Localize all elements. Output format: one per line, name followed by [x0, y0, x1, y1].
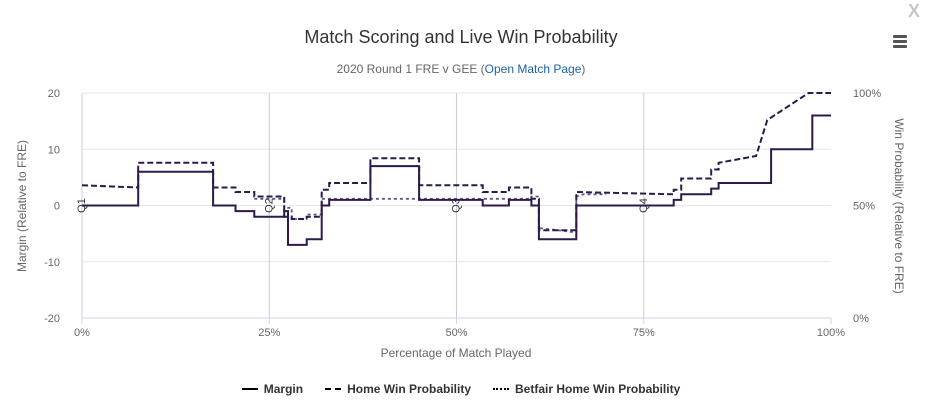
hamburger-menu-icon[interactable]	[893, 35, 907, 48]
subtitle-suffix: )	[581, 62, 586, 76]
y-tick-label: 10	[48, 144, 60, 156]
subtitle-text: 2020 Round 1 FRE v GEE (	[336, 62, 485, 76]
legend-swatch-dotted	[493, 388, 509, 390]
axes: 20 10 0 -10 -20 100% 50% 0% 0% 25% 50% 75% 100%	[44, 88, 881, 339]
x-tick-label: 25%	[258, 327, 280, 339]
y-tick-label: -10	[44, 257, 60, 269]
y-tick-label: -20	[44, 313, 60, 325]
legend-label-home-wp: Home Win Probability	[347, 382, 471, 396]
y2-tick-label: 0%	[853, 313, 869, 325]
quarter-label: Q2	[263, 198, 275, 213]
chart-subtitle: 2020 Round 1 FRE v GEE (Open Match Page)	[0, 62, 922, 76]
margin-line	[82, 114, 831, 246]
legend-swatch-dashed	[325, 388, 342, 390]
legend-swatch-solid	[241, 388, 258, 390]
x-tick-label: 0%	[74, 327, 90, 339]
quarter-label: Q3	[451, 198, 463, 213]
legend-label-margin: Margin	[263, 382, 304, 396]
legend-item-home-wp[interactable]: Home Win Probability	[325, 382, 471, 396]
y-axis-label: Margin (Relative to FRE)	[15, 140, 29, 272]
x-tick-label: 50%	[445, 327, 467, 339]
chart-title: Match Scoring and Live Win Probability	[304, 27, 618, 47]
open-match-page-link[interactable]: Open Match Page	[484, 62, 582, 76]
x-axis-label: Percentage of Match Played	[381, 346, 532, 360]
y2-tick-label: 50%	[853, 201, 875, 213]
legend: Margin Home Win Probability Betfair Home…	[0, 382, 922, 396]
x-tick-label: 75%	[633, 327, 655, 339]
x-tick-label: 100%	[817, 327, 845, 339]
legend-label-betfair-wp: Betfair Home Win Probability	[515, 382, 681, 396]
series-group	[81, 92, 831, 246]
y2-axis-label: Win Probability (Relative to FRE)	[892, 118, 906, 293]
y2-tick-label: 100%	[853, 88, 881, 100]
y-tick-label: 20	[48, 88, 60, 100]
y-tick-label: 0	[54, 201, 60, 213]
close-icon[interactable]: X	[907, 1, 920, 21]
legend-item-margin[interactable]: Margin	[241, 382, 304, 396]
legend-item-betfair-wp[interactable]: Betfair Home Win Probability	[493, 382, 680, 396]
